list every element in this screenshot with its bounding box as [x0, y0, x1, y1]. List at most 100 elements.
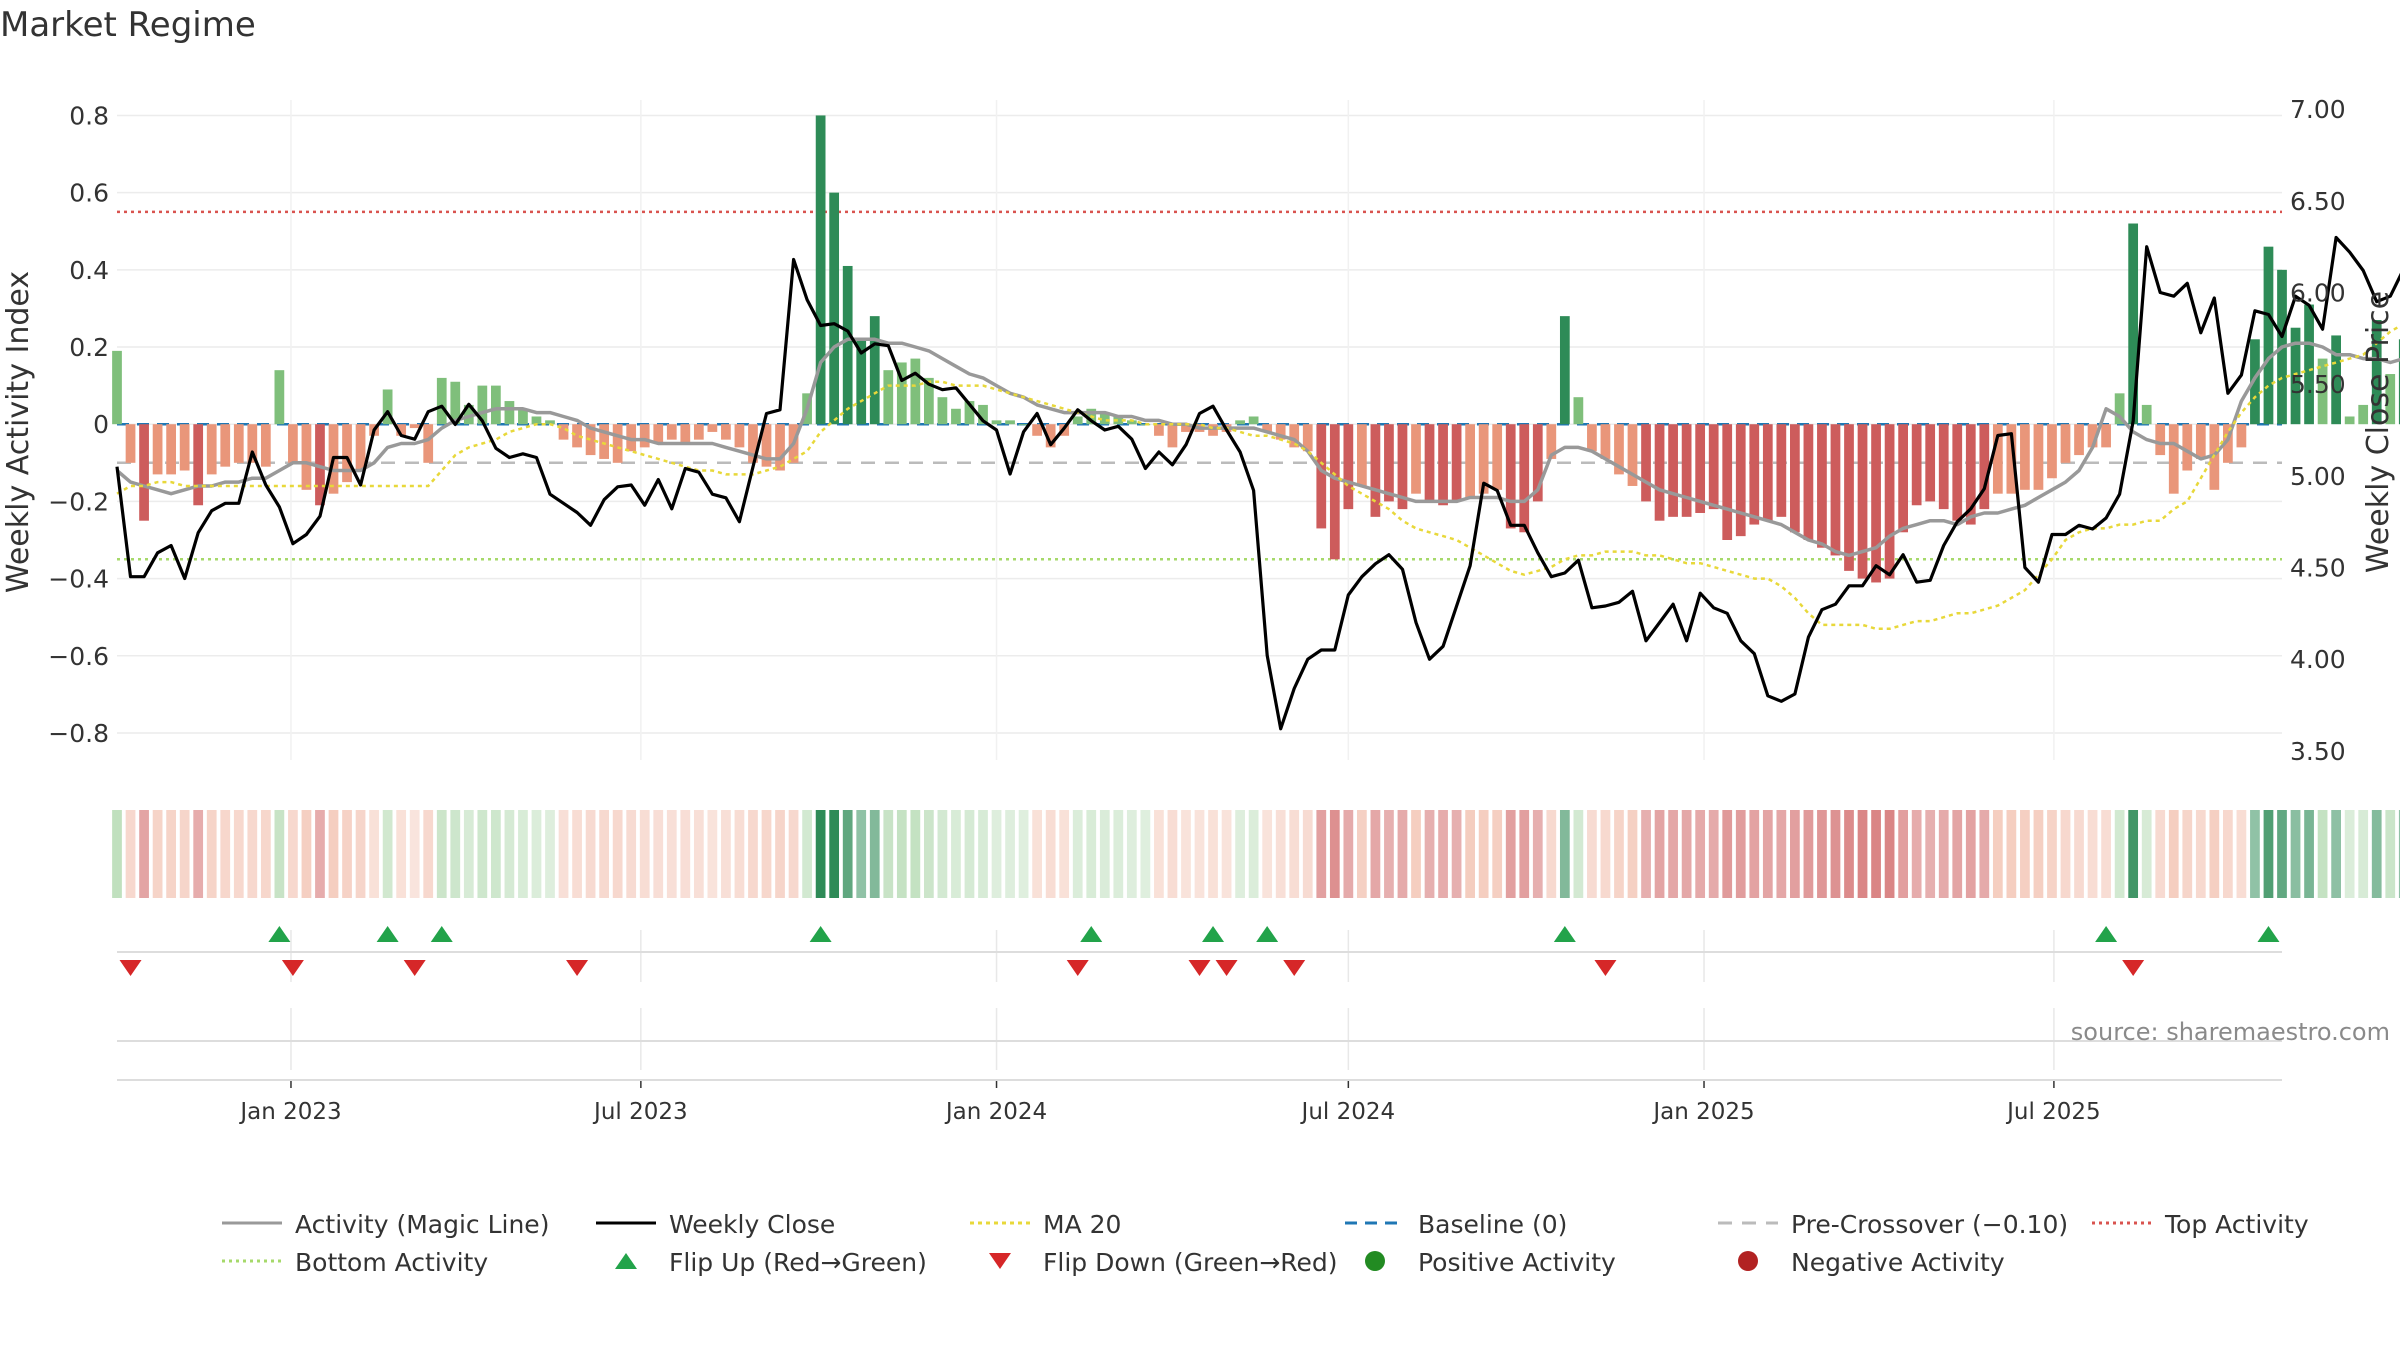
- activity-bar: [1519, 424, 1530, 533]
- regime-strip-cell: [2304, 810, 2314, 898]
- regime-strip-cell: [2141, 810, 2152, 898]
- regime-strip-cell: [585, 810, 596, 898]
- regime-strip-cell: [1790, 810, 1800, 898]
- activity-bar: [518, 408, 528, 425]
- activity-bar: [152, 424, 163, 475]
- flip-up-marker: [1553, 926, 1576, 942]
- activity-bar: [1641, 424, 1651, 502]
- regime-strip-cell: [1086, 810, 1097, 898]
- regime-strip-cell: [355, 810, 366, 898]
- regime-strip-cell: [260, 810, 271, 898]
- activity-bar: [951, 408, 961, 425]
- activity-bar: [1668, 424, 1678, 517]
- magic-line-series: [115, 337, 2400, 558]
- regime-strip-cell: [910, 810, 921, 898]
- activity-bar: [829, 192, 840, 425]
- activity-bar: [1925, 424, 1936, 502]
- regime-strip-cell: [721, 810, 731, 898]
- activity-bar: [1492, 424, 1503, 490]
- activity-bar: [1384, 424, 1394, 502]
- regime-strip-cell: [1844, 810, 1854, 898]
- regime-strip-cell: [274, 810, 285, 898]
- activity-bar: [1938, 424, 1949, 510]
- regime-strip-cell: [2195, 810, 2206, 898]
- activity-bar: [260, 424, 271, 467]
- regime-strip-cell: [1965, 810, 1976, 898]
- legend-item-magic: Activity (Magic Line): [222, 1210, 549, 1239]
- activity-bar: [1316, 424, 1327, 529]
- activity-bar: [2128, 223, 2139, 425]
- activity-bar: [1546, 424, 1557, 459]
- activity-bar: [1722, 424, 1733, 540]
- legend-item-flipup: Flip Up (Red→Green): [615, 1248, 927, 1277]
- flip-down-marker: [403, 960, 426, 976]
- activity-bars: [112, 115, 2400, 583]
- activity-bar: [1302, 424, 1313, 452]
- activity-bar: [1343, 424, 1354, 510]
- activity-bar: [1248, 416, 1259, 425]
- legend: Activity (Magic Line) Weekly Close MA 20 Ba…: [222, 1210, 2309, 1277]
- regime-strip-cell: [896, 810, 907, 898]
- activity-bar: [1979, 424, 1990, 510]
- regime-strip-cell: [1803, 810, 1814, 898]
- activity-bar: [1505, 424, 1516, 529]
- activity-bar: [1654, 424, 1665, 521]
- activity-bar: [1803, 424, 1814, 540]
- activity-bar: [721, 424, 731, 440]
- y-tick-label: −0.8: [48, 719, 109, 748]
- regime-strip-cell: [1505, 810, 1516, 898]
- y-tick-label: 0.4: [69, 256, 109, 285]
- regime-strip-cell: [2263, 810, 2274, 898]
- activity-bar: [1329, 424, 1340, 560]
- regime-strip-cell: [477, 810, 488, 898]
- regime-strip-cell: [2358, 810, 2369, 898]
- regime-strip-cell: [1438, 810, 1448, 898]
- regime-strip-cell: [2087, 810, 2098, 898]
- activity-bar: [599, 424, 609, 459]
- regime-strip-cell: [2236, 810, 2247, 898]
- activity-bar: [436, 377, 447, 425]
- regime-strip-cell: [951, 810, 961, 898]
- activity-bar: [220, 424, 231, 467]
- regime-strip-cell: [2128, 810, 2139, 898]
- legend-item-top: Top Activity: [2092, 1210, 2309, 1239]
- activity-bar: [1262, 424, 1273, 432]
- regime-strip-cell: [382, 810, 393, 898]
- activity-bar: [1005, 420, 1015, 425]
- regime-strip-cell: [1925, 810, 1936, 898]
- regime-strip-cell: [1465, 810, 1475, 898]
- regime-strip-cell: [328, 810, 339, 898]
- legend-swatch-flipup: [615, 1253, 637, 1269]
- flip-up-marker: [2095, 926, 2118, 942]
- regime-strip-cell: [2223, 810, 2233, 898]
- activity-bar: [1018, 424, 1029, 426]
- flip-up-marker: [1202, 926, 1225, 942]
- regime-strip-cell: [856, 810, 867, 898]
- y2-tick-label: 7.00: [2290, 95, 2346, 124]
- activity-bar: [1749, 424, 1760, 525]
- activity-bar: [1830, 424, 1841, 556]
- activity-bar: [1167, 424, 1178, 448]
- x-tick-label: Jan 2023: [238, 1099, 341, 1125]
- regime-strip-cell: [2277, 810, 2287, 898]
- regime-strip-cell: [1546, 810, 1557, 898]
- regime-strip-cell: [1587, 810, 1597, 898]
- chart-title: Market Regime: [0, 5, 256, 45]
- activity-bar: [1126, 420, 1137, 425]
- activity-bar: [1411, 424, 1421, 494]
- x-tick-label: Jan 2024: [944, 1099, 1047, 1125]
- regime-strip-cell: [1627, 810, 1638, 898]
- flip-down-marker: [2122, 960, 2145, 976]
- y-axis-title: Weekly Activity Index: [1, 271, 36, 593]
- regime-strip-cell: [1343, 810, 1354, 898]
- flip-up-marker: [430, 926, 453, 942]
- regime-strip-cell: [1817, 810, 1827, 898]
- regime-strip-cell: [369, 810, 379, 898]
- activity-bar: [2290, 327, 2301, 425]
- regime-strip-cell: [761, 810, 772, 898]
- flip-down-marker: [1594, 960, 1617, 976]
- regime-strip-cell: [1735, 810, 1746, 898]
- activity-bar: [2317, 358, 2328, 425]
- regime-strip-cell: [1614, 810, 1624, 898]
- regime-strip-cell: [1126, 810, 1137, 898]
